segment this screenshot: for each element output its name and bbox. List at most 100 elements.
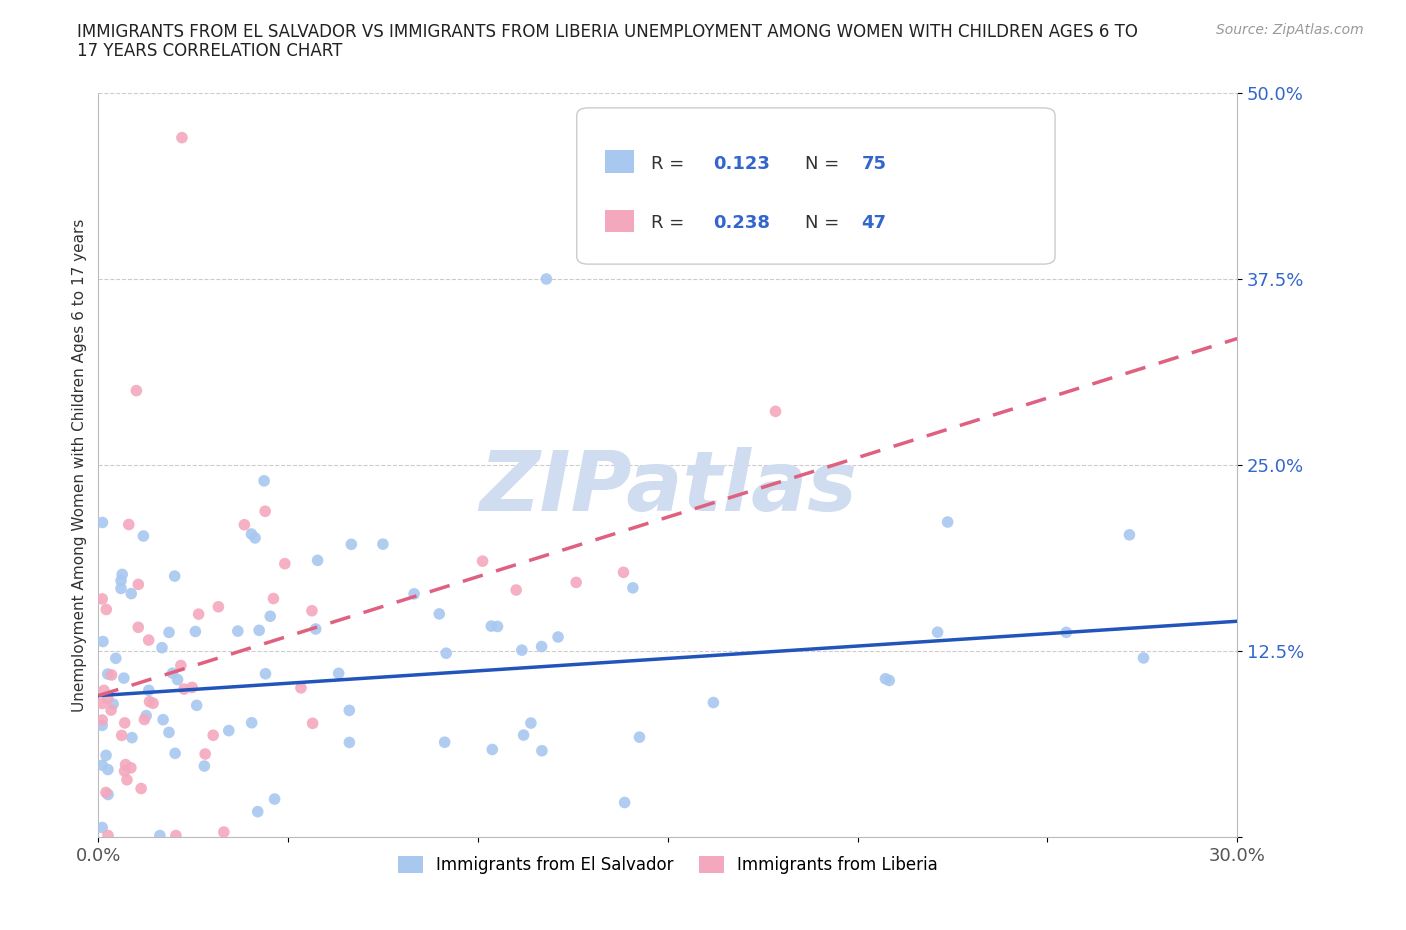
Point bbox=[149, 828, 172, 843]
Point bbox=[254, 666, 277, 681]
Point bbox=[1118, 527, 1140, 542]
Point bbox=[246, 804, 269, 819]
Point bbox=[170, 658, 193, 673]
Point bbox=[247, 623, 270, 638]
Point bbox=[93, 683, 115, 698]
Point bbox=[96, 602, 118, 617]
Point bbox=[166, 672, 188, 687]
Text: 17 YEARS CORRELATION CHART: 17 YEARS CORRELATION CHART bbox=[77, 42, 343, 60]
Point bbox=[702, 695, 724, 710]
Point bbox=[233, 517, 256, 532]
Point bbox=[307, 553, 329, 568]
Point bbox=[212, 825, 235, 840]
Text: ZIPatlas: ZIPatlas bbox=[479, 446, 856, 528]
Point bbox=[193, 759, 215, 774]
Point bbox=[565, 575, 588, 590]
Point bbox=[91, 515, 114, 530]
Point bbox=[404, 587, 426, 602]
Legend: Immigrants from El Salvador, Immigrants from Liberia: Immigrants from El Salvador, Immigrants … bbox=[391, 849, 945, 881]
Point bbox=[512, 727, 534, 742]
Text: IMMIGRANTS FROM EL SALVADOR VS IMMIGRANTS FROM LIBERIA UNEMPLOYMENT AMONG WOMEN : IMMIGRANTS FROM EL SALVADOR VS IMMIGRANT… bbox=[77, 23, 1139, 41]
FancyBboxPatch shape bbox=[576, 108, 1054, 264]
Point bbox=[186, 698, 208, 712]
Point bbox=[111, 567, 134, 582]
Point bbox=[337, 703, 360, 718]
Text: 0.238: 0.238 bbox=[713, 214, 770, 232]
Point bbox=[274, 556, 297, 571]
Point bbox=[254, 504, 277, 519]
Point bbox=[97, 762, 120, 777]
Point bbox=[877, 673, 900, 688]
Point bbox=[165, 746, 187, 761]
Point bbox=[181, 680, 204, 695]
Point bbox=[207, 599, 229, 614]
Point bbox=[112, 671, 135, 685]
Y-axis label: Unemployment Among Women with Children Ages 6 to 17 years: Unemployment Among Women with Children A… bbox=[72, 219, 87, 711]
Point bbox=[91, 712, 114, 727]
Point bbox=[91, 591, 114, 606]
Point bbox=[187, 606, 209, 621]
Point bbox=[536, 272, 558, 286]
Point bbox=[434, 645, 457, 660]
Point bbox=[1054, 625, 1077, 640]
Point bbox=[170, 130, 193, 145]
Point bbox=[129, 781, 152, 796]
Point bbox=[111, 728, 134, 743]
Point bbox=[486, 619, 509, 634]
Point bbox=[132, 528, 155, 543]
Point bbox=[142, 696, 165, 711]
Point bbox=[612, 565, 634, 579]
FancyBboxPatch shape bbox=[605, 151, 634, 173]
Point bbox=[218, 724, 240, 738]
Point bbox=[100, 703, 122, 718]
Point bbox=[243, 530, 266, 545]
Point bbox=[340, 537, 363, 551]
Text: 75: 75 bbox=[862, 154, 886, 173]
Point bbox=[1132, 650, 1154, 665]
Point bbox=[104, 651, 127, 666]
Point bbox=[91, 634, 114, 649]
Point bbox=[427, 606, 450, 621]
Point bbox=[202, 728, 225, 743]
Point bbox=[613, 795, 636, 810]
Point bbox=[162, 666, 184, 681]
Point bbox=[120, 761, 142, 776]
Point bbox=[97, 691, 120, 706]
Text: R =: R = bbox=[651, 154, 690, 173]
Point bbox=[547, 630, 569, 644]
Point bbox=[520, 715, 543, 730]
Point bbox=[157, 724, 180, 739]
Text: R =: R = bbox=[651, 214, 690, 232]
Point bbox=[259, 609, 281, 624]
Point bbox=[471, 553, 494, 568]
Point bbox=[530, 639, 553, 654]
Point bbox=[253, 473, 276, 488]
Point bbox=[114, 764, 136, 778]
Point bbox=[127, 577, 149, 591]
Point bbox=[152, 712, 174, 727]
Point bbox=[115, 772, 138, 787]
Point bbox=[481, 742, 503, 757]
Point bbox=[621, 580, 644, 595]
Point bbox=[226, 624, 249, 639]
Point bbox=[530, 743, 553, 758]
Point bbox=[194, 747, 217, 762]
Point bbox=[110, 573, 132, 588]
Point bbox=[337, 735, 360, 750]
Text: 0.123: 0.123 bbox=[713, 154, 770, 173]
Point bbox=[628, 730, 651, 745]
Point bbox=[118, 517, 141, 532]
Point bbox=[371, 537, 394, 551]
Point bbox=[97, 667, 120, 682]
Point bbox=[479, 618, 502, 633]
Point bbox=[301, 604, 323, 618]
Point bbox=[184, 624, 207, 639]
Point bbox=[138, 694, 160, 709]
Point bbox=[875, 671, 897, 686]
Point bbox=[138, 632, 160, 647]
Point bbox=[97, 828, 120, 843]
Point bbox=[173, 682, 195, 697]
Point bbox=[165, 828, 187, 843]
Point bbox=[240, 526, 263, 541]
Point bbox=[94, 748, 117, 763]
